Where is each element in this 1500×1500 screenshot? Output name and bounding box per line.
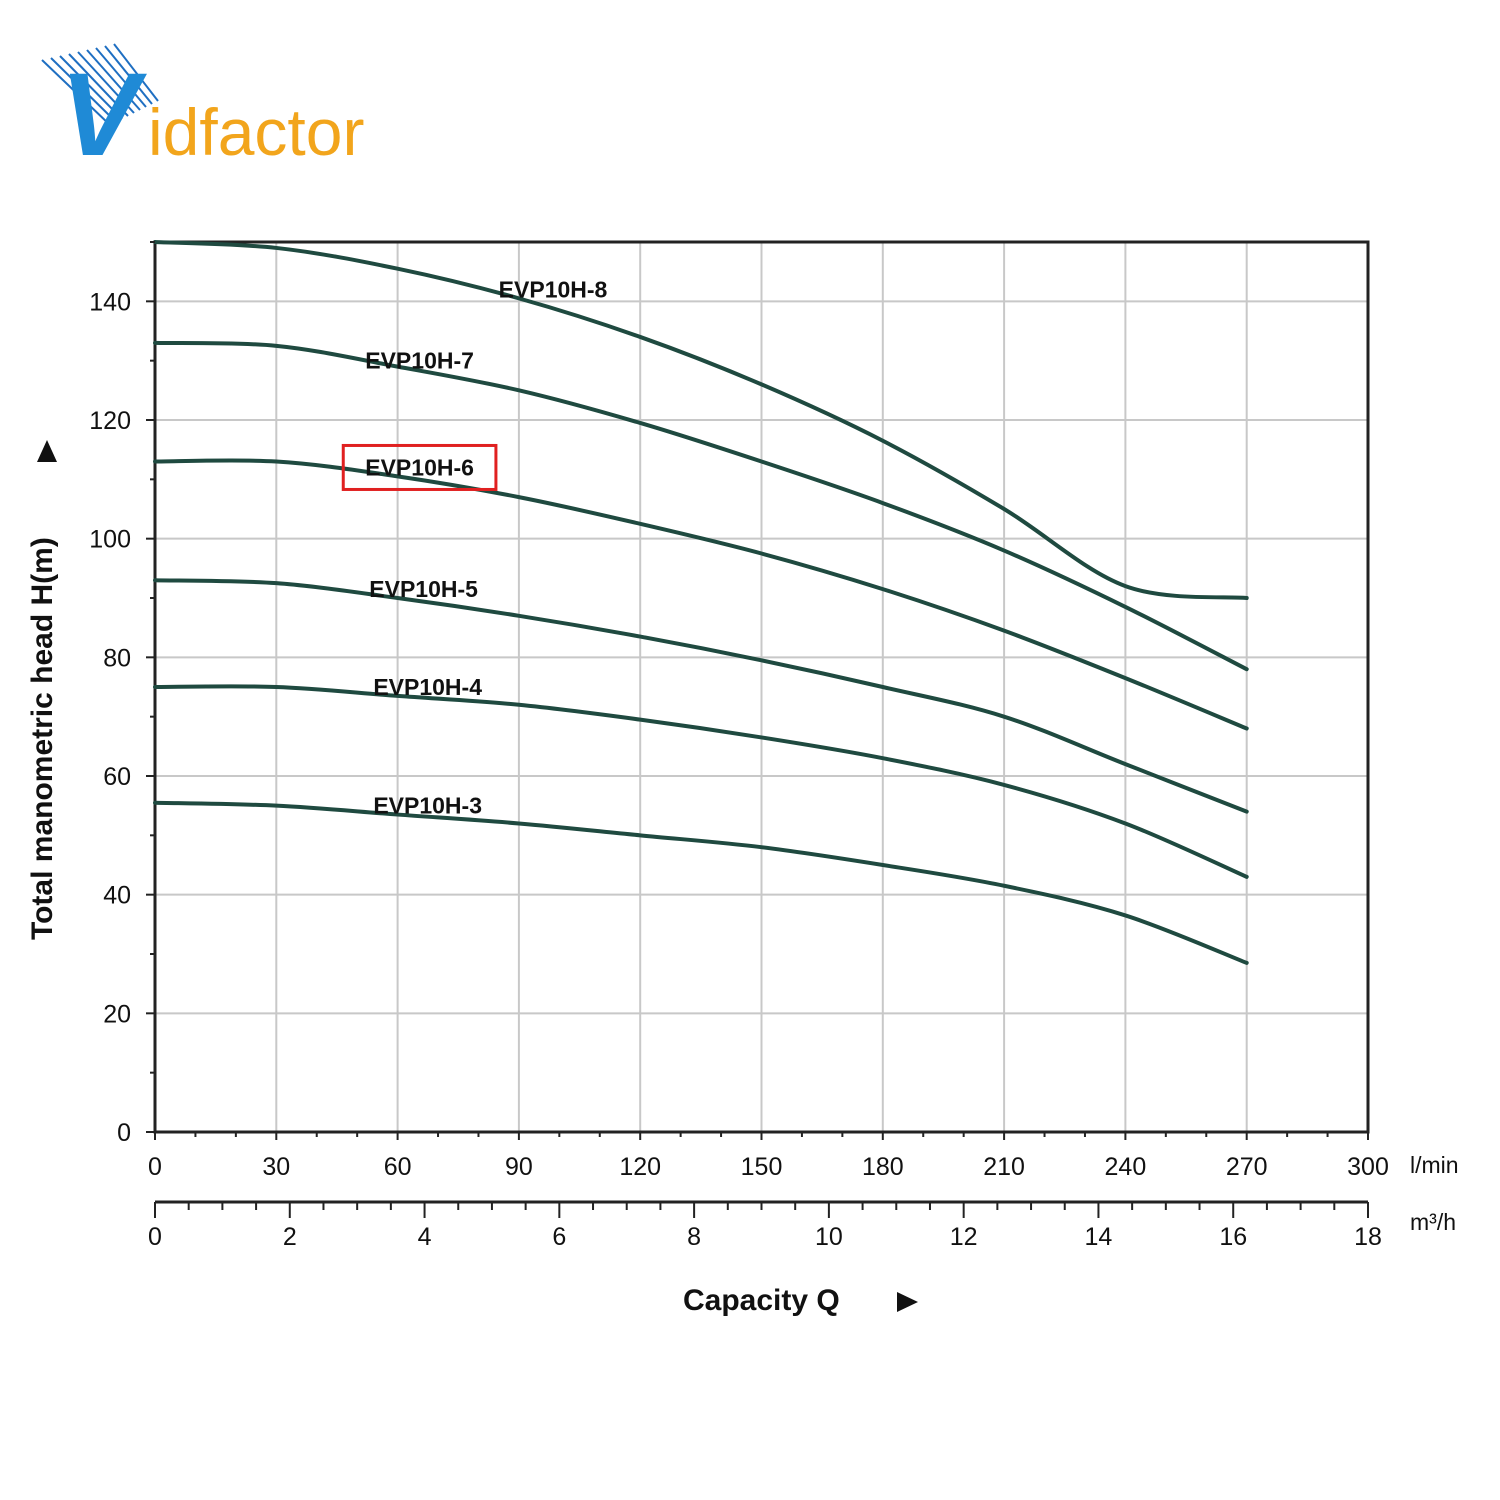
y-tick-label: 60 (103, 763, 131, 791)
x2-axis-unit-m3h: m³/h (1410, 1209, 1456, 1235)
y-axis-arrow-icon (37, 440, 57, 462)
axis-ticks: 0 30 60 90 120 150 180 210 240 270 300 0 20 40 60 80 100… (89, 241, 1389, 1181)
x-tick-label: 30 (262, 1153, 290, 1181)
bird-icon (41, 43, 159, 126)
x2-tick-label: 6 (552, 1223, 566, 1251)
vidfactor-logo-graphic: V idfactor (41, 43, 364, 181)
x-tick-label: 150 (741, 1153, 783, 1181)
secondary-x-axis: 0 2 4 6 8 10 12 14 16 18 (148, 1200, 1382, 1251)
y-tick-label: 100 (89, 526, 131, 554)
y-tick-label: 0 (117, 1119, 131, 1147)
x-tick-label: 210 (983, 1153, 1025, 1181)
bird-line (50, 57, 117, 123)
series-label-evp10h-7: EVP10H-7 (365, 348, 474, 374)
x2-tick-label: 18 (1354, 1223, 1382, 1251)
series-label-evp10h-5: EVP10H-5 (369, 576, 478, 602)
x-tick-label: 0 (148, 1153, 162, 1181)
x2-tick-label: 10 (815, 1223, 843, 1251)
series-label-evp10h-3: EVP10H-3 (373, 793, 482, 819)
highlight-box (341, 443, 498, 491)
x-tick-label: 60 (384, 1153, 412, 1181)
logo-wordmark: idfactor (148, 95, 364, 169)
series-label-evp10h-8: EVP10H-8 (499, 276, 608, 302)
x2-tick-label: 0 (148, 1223, 162, 1251)
bird-line (86, 49, 141, 111)
series-curves (153, 240, 1249, 965)
bird-line (68, 53, 129, 117)
x2-tick-label: 14 (1085, 1223, 1113, 1251)
x-tick-label: 300 (1347, 1153, 1389, 1181)
series-curve-evp10h-4 (153, 684, 1249, 879)
bird-line (41, 59, 111, 126)
y-tick-label: 20 (103, 1000, 131, 1028)
bird-line (113, 43, 159, 102)
series-curve-evp10h-7 (153, 340, 1249, 672)
y-tick-label: 40 (103, 882, 131, 910)
series-label-evp10h-6: EVP10H-6 (365, 454, 474, 480)
x2-tick-label: 2 (283, 1223, 297, 1251)
grid-lines (154, 242, 1369, 1133)
y-tick-label: 80 (103, 644, 131, 672)
bird-line (77, 51, 135, 114)
series-curve-evp10h-8 (153, 240, 1249, 600)
x2-tick-label: 16 (1219, 1223, 1247, 1251)
series-curve-evp10h-6 (153, 458, 1249, 731)
x-axis-unit-lmin: l/min (1410, 1152, 1459, 1178)
x-tick-label: 240 (1105, 1153, 1147, 1181)
y-axis-title: Total manometric head H(m) (26, 537, 59, 940)
x-tick-label: 180 (862, 1153, 904, 1181)
x-tick-label: 120 (619, 1153, 661, 1181)
series-curve-evp10h-3 (153, 800, 1249, 965)
x-tick-label: 270 (1226, 1153, 1268, 1181)
y-tick-label: 120 (89, 407, 131, 435)
x-axis-arrow-icon (897, 1292, 918, 1312)
x2-tick-label: 8 (687, 1223, 701, 1251)
series-labels: EVP10H-8 EVP10H-7 EVP10H-6 EVP10H-5 EVP10H-4… (341, 276, 608, 819)
bird-line (104, 45, 153, 105)
x2-tick-label: 12 (950, 1223, 978, 1251)
series-curve-evp10h-5 (153, 578, 1249, 814)
x-tick-label: 90 (505, 1153, 533, 1181)
y-tick-label: 140 (89, 288, 131, 316)
x2-tick-label: 4 (418, 1223, 432, 1251)
bird-line (59, 55, 123, 120)
x-axis-title: Capacity Q (683, 1284, 840, 1317)
bird-line (95, 47, 147, 108)
series-label-evp10h-4: EVP10H-4 (373, 674, 482, 700)
vidfactor-logo: V idfactor (30, 20, 430, 181)
logo-letter-v: V (60, 49, 147, 180)
